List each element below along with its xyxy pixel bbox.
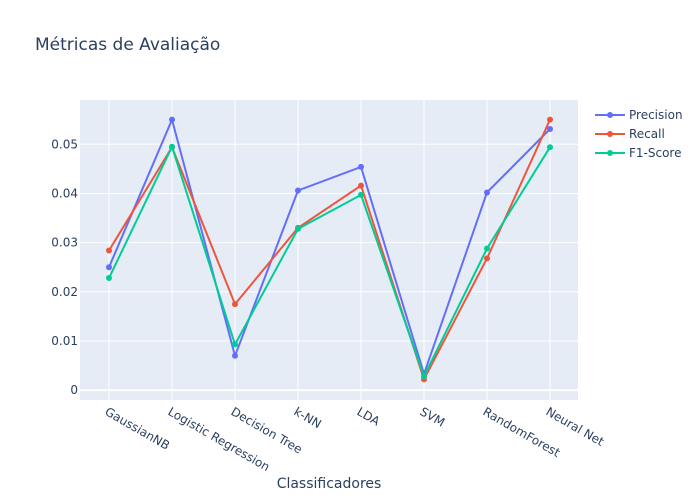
legend-item-precision[interactable]: Precision — [595, 108, 683, 122]
data-point[interactable] — [358, 191, 364, 198]
series-f1-score — [106, 143, 553, 380]
y-tick-label: 0.03 — [51, 236, 78, 250]
legend-label: Precision — [629, 108, 683, 122]
series-layer — [106, 116, 553, 383]
data-point[interactable] — [106, 247, 112, 254]
data-point[interactable] — [421, 373, 427, 380]
data-point[interactable] — [547, 126, 553, 133]
y-tick-labels: 0 0.01 0.02 0.03 0.04 0.05 — [51, 137, 78, 397]
data-point[interactable] — [295, 187, 301, 194]
y-tick-label: 0.01 — [51, 334, 78, 348]
legend-label: F1-Score — [629, 146, 681, 160]
legend-swatch-marker — [607, 112, 613, 118]
legend[interactable]: Precision Recall F1-Score — [595, 108, 683, 160]
data-point[interactable] — [484, 255, 490, 262]
series-line — [108, 144, 551, 379]
data-point[interactable] — [169, 143, 175, 150]
legend-swatch-marker — [607, 150, 613, 156]
legend-item-recall[interactable]: Recall — [595, 127, 665, 141]
plot-area — [80, 100, 578, 400]
data-point[interactable] — [358, 163, 364, 170]
legend-swatch-marker — [607, 131, 613, 137]
data-point[interactable] — [547, 144, 553, 151]
data-point[interactable] — [169, 116, 175, 123]
data-point[interactable] — [484, 189, 490, 196]
data-point[interactable] — [484, 245, 490, 252]
data-point[interactable] — [232, 352, 238, 359]
y-tick-label: 0.05 — [51, 137, 78, 151]
legend-label: Recall — [629, 127, 665, 141]
legend-item-f1-score[interactable]: F1-Score — [595, 146, 681, 160]
y-tick-label: 0.02 — [51, 285, 78, 299]
data-point[interactable] — [106, 275, 112, 282]
data-point[interactable] — [295, 225, 301, 232]
series-line — [108, 119, 551, 382]
y-tick-label: 0 — [70, 383, 78, 397]
data-point[interactable] — [232, 301, 238, 308]
data-point[interactable] — [358, 182, 364, 189]
data-point[interactable] — [547, 116, 553, 123]
data-point[interactable] — [232, 341, 238, 348]
series-line — [108, 116, 551, 378]
y-tick-label: 0.04 — [51, 186, 78, 200]
chart-title: Métricas de Avaliação — [35, 35, 220, 55]
data-point[interactable] — [106, 264, 112, 271]
x-axis-title: Classificadores — [277, 476, 382, 492]
